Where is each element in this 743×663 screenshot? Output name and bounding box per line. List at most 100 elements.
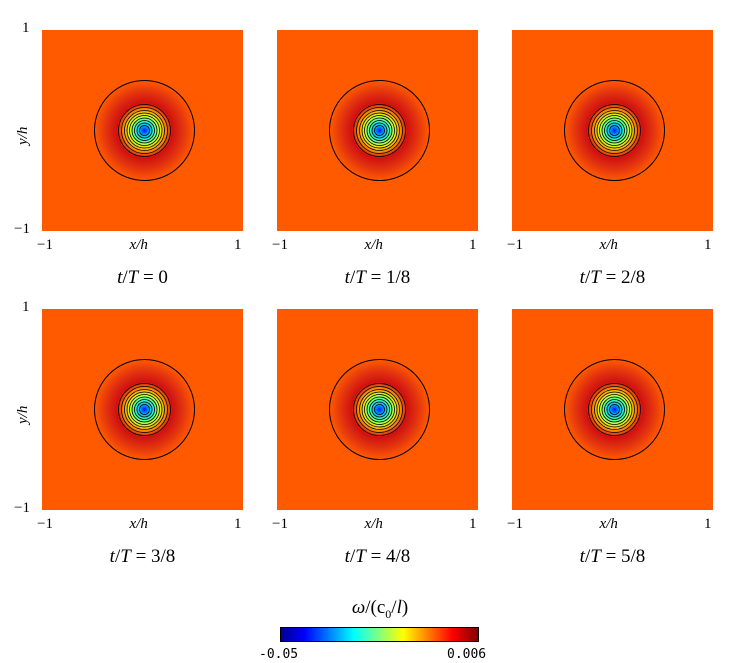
contour-line-6 bbox=[361, 391, 398, 428]
outer-contour bbox=[564, 80, 665, 181]
colorbar-gradient bbox=[281, 628, 478, 641]
x-axis-label: x/h bbox=[364, 237, 383, 253]
contour-line-5 bbox=[599, 394, 630, 425]
contour-line-7 bbox=[124, 389, 165, 430]
contour-line-9 bbox=[588, 383, 641, 436]
contour-line-2 bbox=[606, 122, 623, 139]
contour-line-4 bbox=[601, 117, 628, 144]
colorbar-max-label: 0.006 bbox=[447, 647, 487, 662]
vortex-core bbox=[564, 359, 665, 460]
contour-line-3 bbox=[134, 399, 155, 420]
vortex-core bbox=[94, 80, 195, 181]
x-tick-max: 1 bbox=[704, 516, 712, 532]
contour-line-3 bbox=[369, 120, 390, 141]
contour-line-4 bbox=[366, 396, 393, 423]
contour-line-8 bbox=[121, 107, 168, 154]
contour-line-5 bbox=[129, 115, 160, 146]
contour-line-2 bbox=[136, 122, 153, 139]
vorticity-field-3 bbox=[512, 30, 713, 231]
contour-line-1 bbox=[609, 125, 620, 136]
vortex-core bbox=[329, 80, 430, 181]
contour-line-3 bbox=[369, 399, 390, 420]
contour-line-3 bbox=[134, 120, 155, 141]
panel-caption: t/T = 4/8 bbox=[344, 546, 411, 567]
vortex-core bbox=[329, 359, 430, 460]
x-tick-min: −1 bbox=[37, 516, 53, 532]
y-tick-min: −1 bbox=[14, 500, 30, 516]
contour-line-5 bbox=[599, 115, 630, 146]
outer-contour bbox=[329, 359, 430, 460]
x-tick-min: −1 bbox=[507, 237, 523, 253]
contour-line-9 bbox=[588, 104, 641, 157]
contour-line-3 bbox=[604, 399, 625, 420]
contour-line-8 bbox=[591, 386, 638, 433]
outer-contour bbox=[329, 80, 430, 181]
x-tick-min: −1 bbox=[272, 516, 288, 532]
contour-line-7 bbox=[359, 389, 400, 430]
contour-line-6 bbox=[596, 112, 633, 149]
panel-caption: t/T = 2/8 bbox=[579, 267, 646, 288]
x-axis-label: x/h bbox=[364, 516, 383, 532]
outer-contour bbox=[94, 80, 195, 181]
contour-line-8 bbox=[591, 107, 638, 154]
contour-line-5 bbox=[364, 394, 395, 425]
outer-contour bbox=[94, 359, 195, 460]
x-tick-min: −1 bbox=[507, 516, 523, 532]
contour-line-1 bbox=[139, 404, 150, 415]
panel-caption: t/T = 5/8 bbox=[579, 546, 646, 567]
contour-line-8 bbox=[121, 386, 168, 433]
y-axis-label: y/h bbox=[15, 405, 31, 424]
colorbar-min-label: -0.05 bbox=[259, 647, 299, 662]
contour-line-7 bbox=[594, 110, 635, 151]
contour-line-8 bbox=[356, 107, 403, 154]
contour-line-3 bbox=[604, 120, 625, 141]
contour-line-9 bbox=[353, 104, 406, 157]
contour-line-2 bbox=[371, 401, 388, 418]
contour-line-5 bbox=[364, 115, 395, 146]
y-tick-max: 1 bbox=[22, 20, 30, 36]
contour-line-7 bbox=[359, 110, 400, 151]
colorbar-title: ω/(c0/l) bbox=[351, 597, 409, 621]
vortex-core bbox=[564, 80, 665, 181]
vorticity-field-1 bbox=[42, 30, 243, 231]
vortex-core bbox=[94, 359, 195, 460]
contour-line-2 bbox=[606, 401, 623, 418]
contour-line-7 bbox=[594, 389, 635, 430]
vorticity-field-2 bbox=[277, 30, 478, 231]
x-axis-label: x/h bbox=[599, 237, 618, 253]
contour-line-9 bbox=[118, 104, 171, 157]
contour-line-6 bbox=[126, 112, 163, 149]
contour-line-4 bbox=[366, 117, 393, 144]
colorbar bbox=[280, 627, 479, 642]
x-axis-label: x/h bbox=[129, 516, 148, 532]
contour-line-2 bbox=[136, 401, 153, 418]
contour-line-5 bbox=[129, 394, 160, 425]
y-axis-label: y/h bbox=[15, 126, 31, 145]
x-tick-min: −1 bbox=[272, 237, 288, 253]
x-axis-label: x/h bbox=[129, 237, 148, 253]
vorticity-field-5 bbox=[277, 309, 478, 510]
contour-line-1 bbox=[139, 125, 150, 136]
contour-line-6 bbox=[361, 112, 398, 149]
panel-caption: t/T = 3/8 bbox=[109, 546, 176, 567]
contour-line-6 bbox=[596, 391, 633, 428]
y-tick-max: 1 bbox=[22, 299, 30, 315]
contour-line-2 bbox=[371, 122, 388, 139]
x-tick-max: 1 bbox=[469, 516, 477, 532]
contour-line-4 bbox=[131, 117, 158, 144]
contour-line-4 bbox=[131, 396, 158, 423]
vorticity-field-6 bbox=[512, 309, 713, 510]
contour-line-4 bbox=[601, 396, 628, 423]
panel-caption: t/T = 1/8 bbox=[344, 267, 411, 288]
x-tick-max: 1 bbox=[234, 237, 242, 253]
x-tick-max: 1 bbox=[704, 237, 712, 253]
vorticity-field-4 bbox=[42, 309, 243, 510]
x-tick-max: 1 bbox=[469, 237, 477, 253]
colorbar-title-subscript: 0 bbox=[385, 606, 392, 621]
x-tick-max: 1 bbox=[234, 516, 242, 532]
contour-line-9 bbox=[353, 383, 406, 436]
panel-caption: t/T = 0 bbox=[117, 267, 168, 288]
x-axis-label: x/h bbox=[599, 516, 618, 532]
outer-contour bbox=[564, 359, 665, 460]
contour-line-9 bbox=[118, 383, 171, 436]
